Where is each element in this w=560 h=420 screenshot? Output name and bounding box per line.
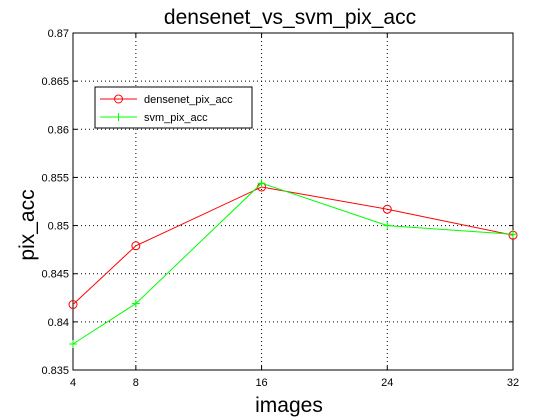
chart-title: densenet_vs_svm_pix_acc (164, 6, 416, 29)
legend-marker (114, 113, 123, 121)
x-tick-label: 4 (70, 377, 76, 389)
data-point (131, 241, 141, 251)
y-tick-label: 0.85 (48, 221, 69, 233)
y-tick-label: 0.84 (48, 317, 69, 329)
x-tick-label: 8 (133, 377, 139, 389)
legend-item-densenet_pix_acc: densenet_pix_acc (100, 94, 233, 106)
x-axis-label: images (255, 394, 323, 417)
data-point (382, 204, 392, 214)
x-tick-label: 32 (507, 377, 519, 389)
data-point (509, 230, 517, 239)
y-tick-label: 0.87 (48, 28, 69, 40)
y-tick-label: 0.855 (41, 172, 69, 184)
plot-frame (72, 32, 514, 371)
tick-labels: 4 8 16 24 32 0.835 0.84 0.845 0.85 0.855 0.86 0.865… (41, 28, 519, 389)
y-tick-label: 0.865 (41, 76, 69, 88)
legend-marker (114, 94, 123, 104)
data-point (383, 221, 392, 230)
legend: densenet_pix_acc svm_pix_acc (94, 86, 253, 129)
y-axis-label: pix_acc (16, 189, 39, 260)
data-point (68, 300, 78, 310)
legend-label: densenet_pix_acc (144, 94, 233, 106)
legend-box (94, 86, 253, 129)
y-tick-label: 0.86 (48, 124, 69, 136)
data-point (69, 340, 77, 349)
series (68, 179, 518, 349)
y-tick-label: 0.835 (41, 365, 69, 377)
x-tick-label: 16 (255, 377, 267, 389)
legend-item-svm_pix_acc: svm_pix_acc (100, 112, 208, 124)
axes (72, 32, 514, 371)
data-point (257, 179, 266, 188)
grid (73, 33, 513, 370)
y-tick-label: 0.845 (41, 269, 69, 281)
series-svm_pix_acc (69, 179, 517, 349)
legend-label: svm_pix_acc (144, 112, 208, 124)
data-point (131, 299, 140, 308)
x-tick-label: 24 (381, 377, 393, 389)
